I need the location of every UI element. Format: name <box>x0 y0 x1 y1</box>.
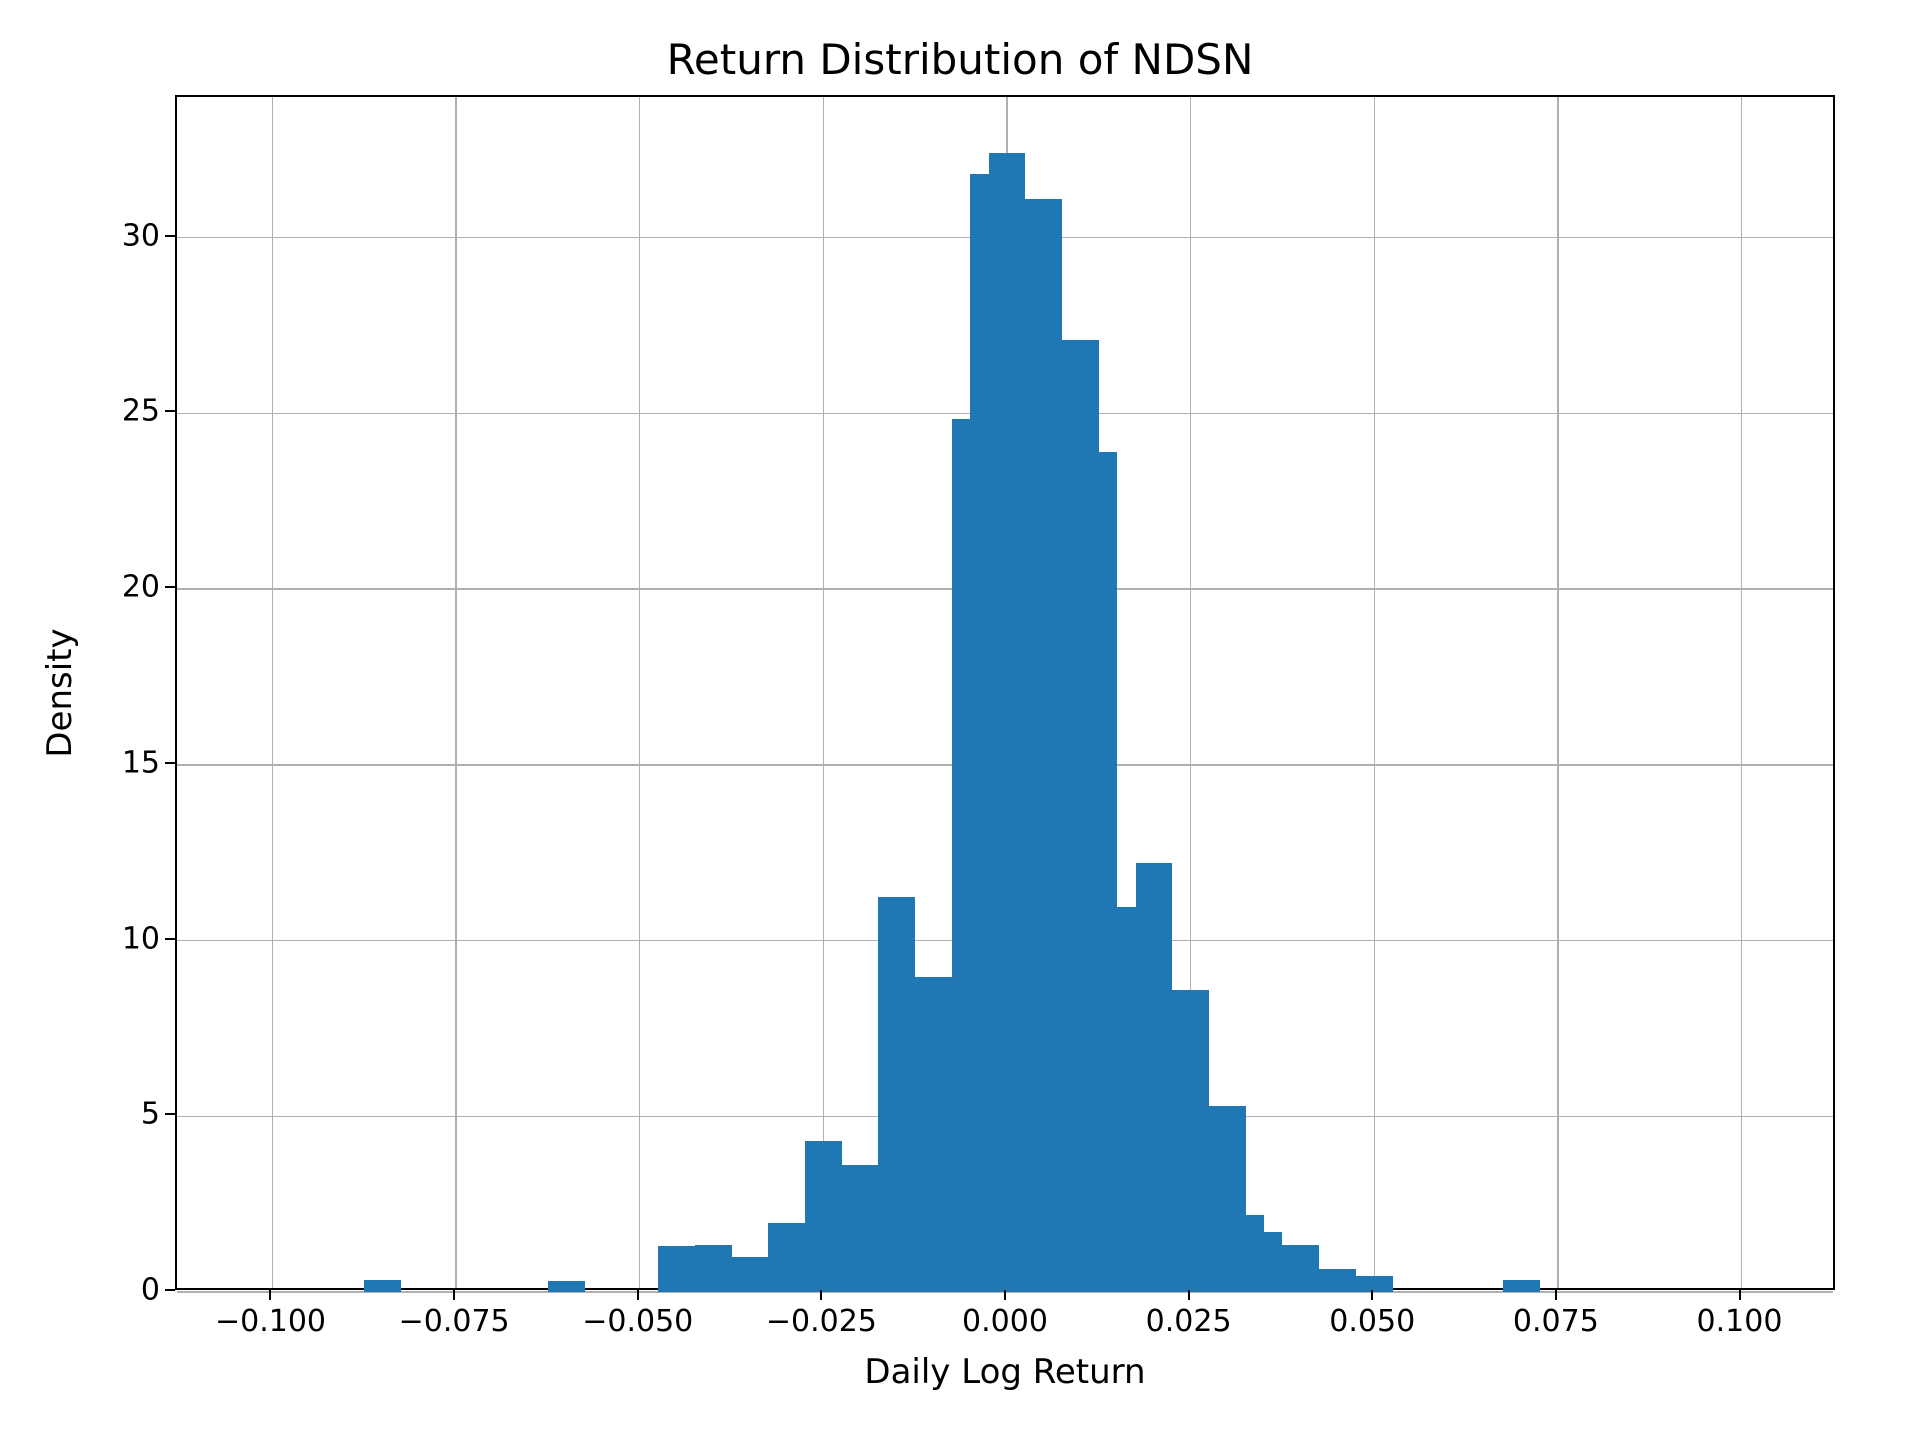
gridline-vertical <box>1557 97 1559 1288</box>
histogram-bar <box>1356 1276 1393 1292</box>
x-tick-label: −0.050 <box>582 1304 693 1339</box>
x-tick <box>1004 1290 1006 1300</box>
histogram-bar <box>915 977 952 1292</box>
y-tick <box>165 762 175 764</box>
gridline-vertical <box>639 97 641 1288</box>
histogram-bar <box>1172 990 1209 1292</box>
y-tick-label: 25 <box>120 394 160 429</box>
y-tick <box>165 1289 175 1291</box>
y-tick <box>165 235 175 237</box>
histogram-bar <box>658 1246 695 1292</box>
histogram-bar <box>1503 1280 1540 1292</box>
figure: Return Distribution of NDSN Daily Log Re… <box>0 0 1920 1440</box>
y-tick <box>165 938 175 940</box>
histogram-bar <box>842 1165 879 1292</box>
histogram-bar <box>989 153 1026 1292</box>
y-tick-label: 15 <box>120 745 160 780</box>
y-tick-label: 10 <box>120 921 160 956</box>
histogram-bar <box>1136 863 1173 1292</box>
x-tick-label: 0.075 <box>1513 1304 1599 1339</box>
gridline-vertical <box>1374 97 1376 1288</box>
y-axis-label: Density <box>40 628 80 757</box>
x-tick <box>637 1290 639 1300</box>
y-tick-label: 30 <box>120 218 160 253</box>
x-tick <box>1555 1290 1557 1300</box>
histogram-bar <box>1099 907 1136 1292</box>
histogram-bar <box>1025 199 1062 1292</box>
histogram-bar <box>695 1245 732 1292</box>
y-tick-label: 20 <box>120 570 160 605</box>
x-tick <box>453 1290 455 1300</box>
y-tick-label: 0 <box>120 1273 160 1308</box>
x-tick-label: −0.025 <box>766 1304 877 1339</box>
histogram-bar <box>768 1223 805 1292</box>
x-tick-label: 0.050 <box>1329 1304 1415 1339</box>
plot-area <box>175 95 1835 1290</box>
histogram-bar <box>364 1280 401 1292</box>
gridline-vertical <box>455 97 457 1288</box>
x-tick-label: 0.025 <box>1146 1304 1232 1339</box>
x-tick <box>1371 1290 1373 1300</box>
histogram-bar <box>732 1257 769 1292</box>
x-tick <box>1188 1290 1190 1300</box>
gridline-vertical <box>1741 97 1743 1288</box>
x-tick <box>820 1290 822 1300</box>
y-tick <box>165 586 175 588</box>
x-tick-label: 0.000 <box>962 1304 1048 1339</box>
chart-title: Return Distribution of NDSN <box>0 35 1920 84</box>
x-tick-label: 0.100 <box>1697 1304 1783 1339</box>
histogram-bar <box>878 897 915 1292</box>
y-tick <box>165 1113 175 1115</box>
histogram-bar <box>1319 1269 1356 1292</box>
gridline-vertical <box>823 97 825 1288</box>
histogram-bar <box>548 1281 585 1292</box>
x-tick <box>269 1290 271 1300</box>
histogram-bar <box>1282 1245 1319 1292</box>
x-axis-label: Daily Log Return <box>175 1352 1835 1392</box>
gridline-vertical <box>272 97 274 1288</box>
histogram-bar <box>1246 1232 1283 1292</box>
y-tick-label: 5 <box>120 1097 160 1132</box>
histogram-bar <box>805 1141 842 1292</box>
x-tick-label: −0.075 <box>399 1304 510 1339</box>
x-tick <box>1739 1290 1741 1300</box>
x-tick-label: −0.100 <box>215 1304 326 1339</box>
y-tick <box>165 410 175 412</box>
